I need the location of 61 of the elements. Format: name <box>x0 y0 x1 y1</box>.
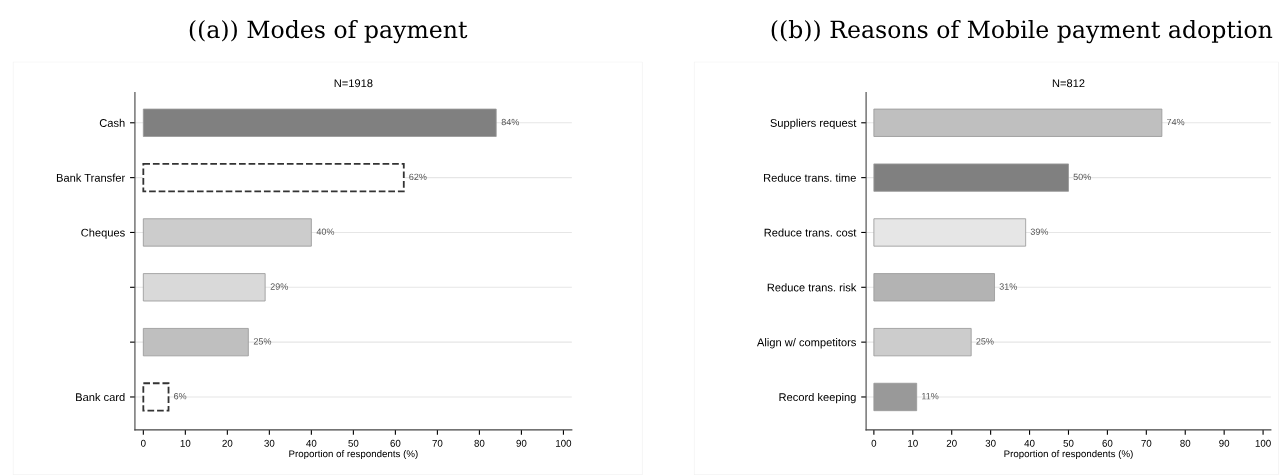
data-label: 29% <box>270 283 288 290</box>
bar <box>873 328 972 357</box>
bar <box>142 328 249 357</box>
y-tick-label: Cash <box>99 118 125 127</box>
y-tick-label: Record keeping <box>779 392 856 404</box>
x-tick-label: 0 <box>871 439 877 447</box>
bar <box>873 163 1069 192</box>
y-tick-label: Bank Transfer <box>56 173 126 182</box>
x-tick-label: 10 <box>180 439 191 447</box>
x-tick-label: 80 <box>1180 439 1191 447</box>
bar <box>873 273 995 302</box>
x-tick-label: 100 <box>556 439 572 447</box>
x-tick-label: 90 <box>1219 439 1230 447</box>
y-tick-label: Reduce trans. risk <box>767 283 857 292</box>
chart-title: ((a)) Modes of payment <box>189 19 468 44</box>
bar <box>142 218 312 247</box>
y-tick-label: Bank card <box>76 392 125 402</box>
bar <box>142 273 266 302</box>
data-label: 39% <box>1030 228 1049 235</box>
x-tick-label: 50 <box>1063 439 1074 447</box>
data-label: 62% <box>409 173 427 181</box>
x-tick-label: 60 <box>390 439 401 447</box>
x-tick-label: 70 <box>432 439 443 447</box>
x-tick-label: 0 <box>141 439 146 447</box>
x-tick-label: 40 <box>1024 439 1035 447</box>
y-tick-label: Cheques <box>81 228 125 239</box>
x-tick-label: 80 <box>474 439 485 447</box>
x-tick-label: 20 <box>222 439 233 447</box>
data-label: 11% <box>922 393 939 400</box>
data-label: 6% <box>174 393 187 400</box>
y-tick-label: Align w/ competitors <box>756 338 856 349</box>
data-label: 84% <box>501 118 519 126</box>
bar <box>873 108 1163 137</box>
x-tick-label: 50 <box>348 439 359 447</box>
x-tick-label: 70 <box>1141 439 1152 447</box>
x-tick-label: 10 <box>908 439 918 447</box>
x-tick-label: 20 <box>946 439 957 447</box>
x-tick-label: 30 <box>264 439 275 447</box>
data-label: 31% <box>999 283 1017 290</box>
data-label: 74% <box>1167 118 1185 126</box>
chart-subtitle: N=812 <box>1052 79 1085 88</box>
x-tick-label: 90 <box>516 439 527 447</box>
bar <box>142 163 405 193</box>
chart-title: ((b)) Reasons of Mobile payment adoption <box>771 19 1273 44</box>
bar <box>142 382 170 412</box>
x-axis-title: Proportion of respondents (%) <box>289 450 418 460</box>
data-label: 40% <box>316 228 335 235</box>
x-tick-label: 100 <box>1255 439 1271 447</box>
x-axis-title: Proportion of respondents (%) <box>1004 450 1133 460</box>
data-label: 25% <box>976 338 994 345</box>
y-tick-label: Reduce trans. time <box>764 173 856 182</box>
x-tick-label: 40 <box>306 439 317 447</box>
bar <box>873 382 918 412</box>
x-tick-label: 60 <box>1102 439 1113 447</box>
y-tick-label: Suppliers request <box>770 118 857 130</box>
data-label: 50% <box>1073 173 1091 181</box>
x-tick-label: 30 <box>985 439 996 447</box>
y-tick-label: Reduce trans. cost <box>764 228 857 237</box>
chart-subtitle: N=1918 <box>334 79 373 88</box>
data-label: 25% <box>253 338 272 345</box>
bar <box>142 108 497 137</box>
